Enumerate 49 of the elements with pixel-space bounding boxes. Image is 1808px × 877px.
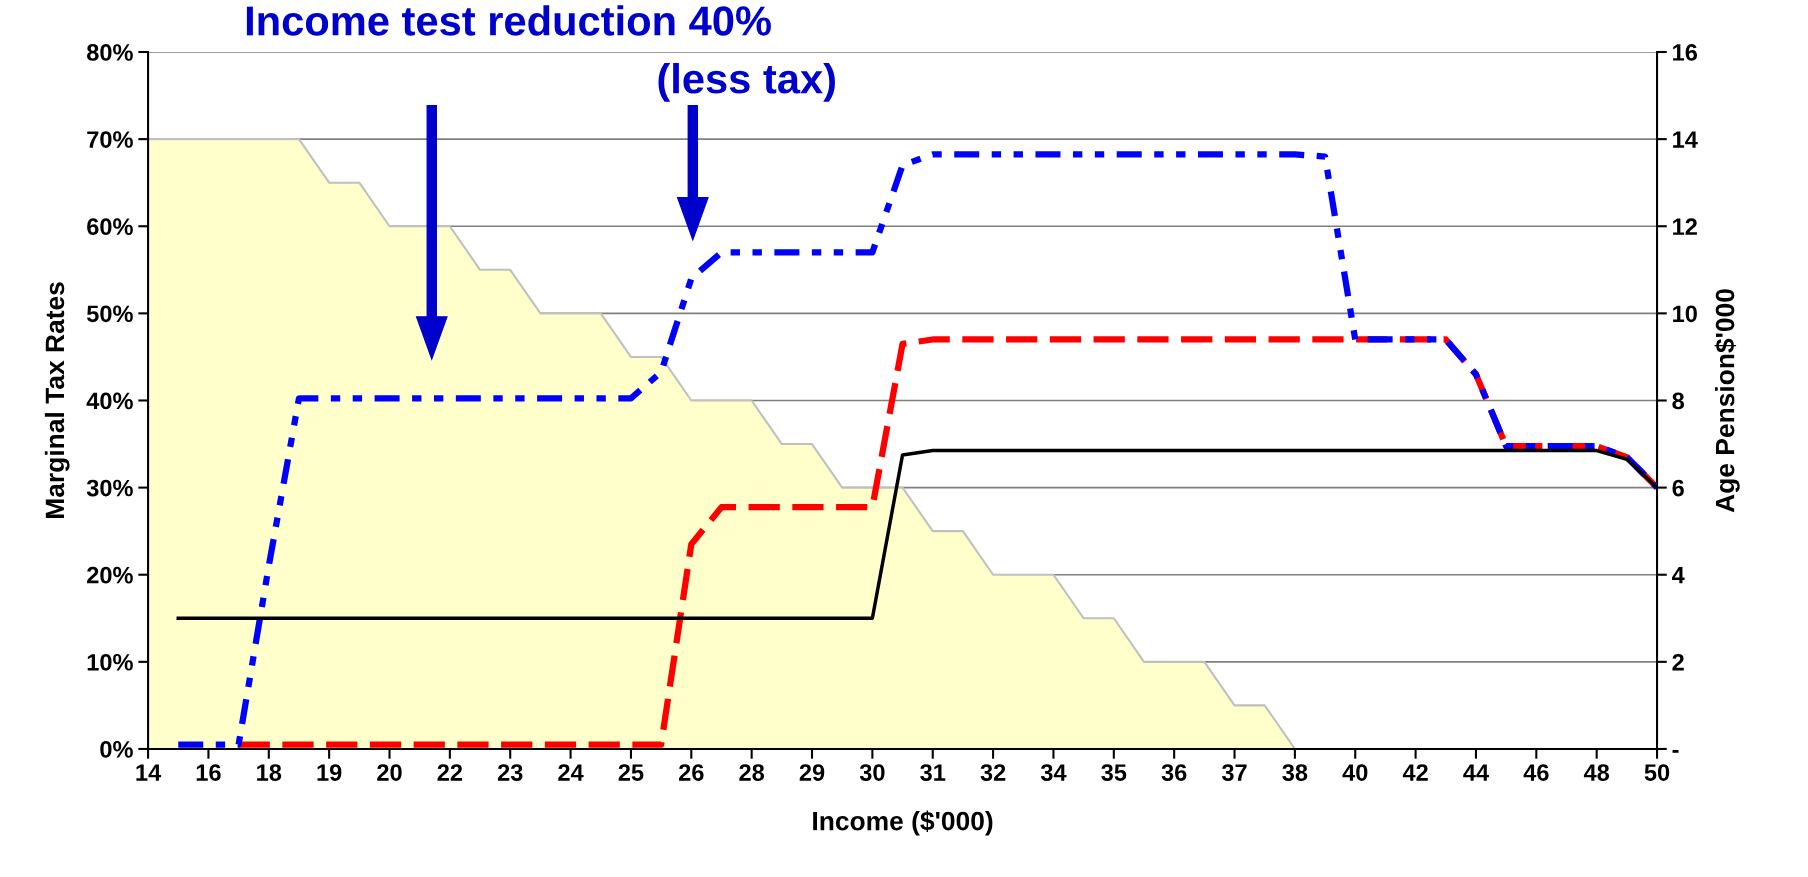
x-tick-label: 20 bbox=[377, 764, 402, 781]
y2-tick-label: 12 bbox=[1673, 218, 1697, 235]
y-axis-title: Marginal Tax Rates bbox=[44, 282, 70, 518]
x-tick-label: 32 bbox=[980, 764, 1006, 781]
y2-tick-label: 14 bbox=[1673, 131, 1698, 148]
x-tick-label: 46 bbox=[1523, 764, 1549, 781]
x-tick-label: 34 bbox=[1040, 764, 1067, 781]
x-tick-label: 25 bbox=[618, 764, 644, 781]
x-tick-label: 42 bbox=[1402, 764, 1428, 781]
y-tick-label: 0% bbox=[100, 741, 133, 758]
text: Income test reduction 40% bbox=[246, 5, 771, 36]
y2-tick-label: 10 bbox=[1673, 305, 1697, 323]
y2-tick-label: 6 bbox=[1672, 479, 1684, 497]
x-tick-label: 28 bbox=[739, 764, 765, 781]
x-tick-label: 19 bbox=[317, 764, 342, 781]
x-tick-label: 24 bbox=[558, 764, 584, 781]
x-tick-label: 48 bbox=[1583, 764, 1610, 781]
y2-tick-label: 2 bbox=[1672, 653, 1684, 671]
y-tick-label: 80% bbox=[86, 44, 133, 61]
x-tick-label: 16 bbox=[196, 764, 221, 781]
y-tick-label: 50% bbox=[86, 305, 133, 323]
y2-tick-label: 4 bbox=[1671, 567, 1685, 584]
x-tick-label: 14 bbox=[136, 764, 162, 781]
y2-axis-title: Age Pension$'000 bbox=[1714, 289, 1740, 513]
x-tick-label: 35 bbox=[1101, 764, 1127, 781]
y2-tick-label: 8 bbox=[1672, 392, 1685, 410]
y-tick-label: 10% bbox=[87, 653, 133, 671]
x-tick-label: 44 bbox=[1463, 764, 1489, 781]
x-tick-label: 40 bbox=[1342, 764, 1368, 781]
y2-tick-label: - bbox=[1672, 749, 1679, 753]
annotation: (less tax) bbox=[658, 63, 835, 102]
y-tick-label: 70% bbox=[87, 131, 133, 148]
x-tick-label: 30 bbox=[859, 764, 885, 781]
y-tick-label: 40% bbox=[86, 392, 133, 410]
y-tick-label: 20% bbox=[87, 566, 133, 584]
x-tick-label: 22 bbox=[437, 764, 463, 781]
x-tick-label: 26 bbox=[678, 764, 704, 781]
x-tick-label: 38 bbox=[1282, 764, 1308, 781]
x-tick-label: 31 bbox=[920, 764, 946, 781]
x-tick-label: 36 bbox=[1161, 764, 1187, 781]
x-tick-label: 18 bbox=[257, 764, 282, 781]
x-tick-label: 23 bbox=[497, 764, 523, 781]
y-tick-label: 60% bbox=[87, 218, 133, 236]
y-tick-label: 30% bbox=[86, 479, 133, 497]
x-tick-label: 29 bbox=[799, 764, 825, 781]
y2-tick-label: 16 bbox=[1673, 44, 1698, 61]
x-tick-label: 37 bbox=[1221, 764, 1247, 781]
x-axis-title: Income ($'000) bbox=[813, 810, 993, 836]
x-tick-label: 50 bbox=[1644, 764, 1670, 781]
